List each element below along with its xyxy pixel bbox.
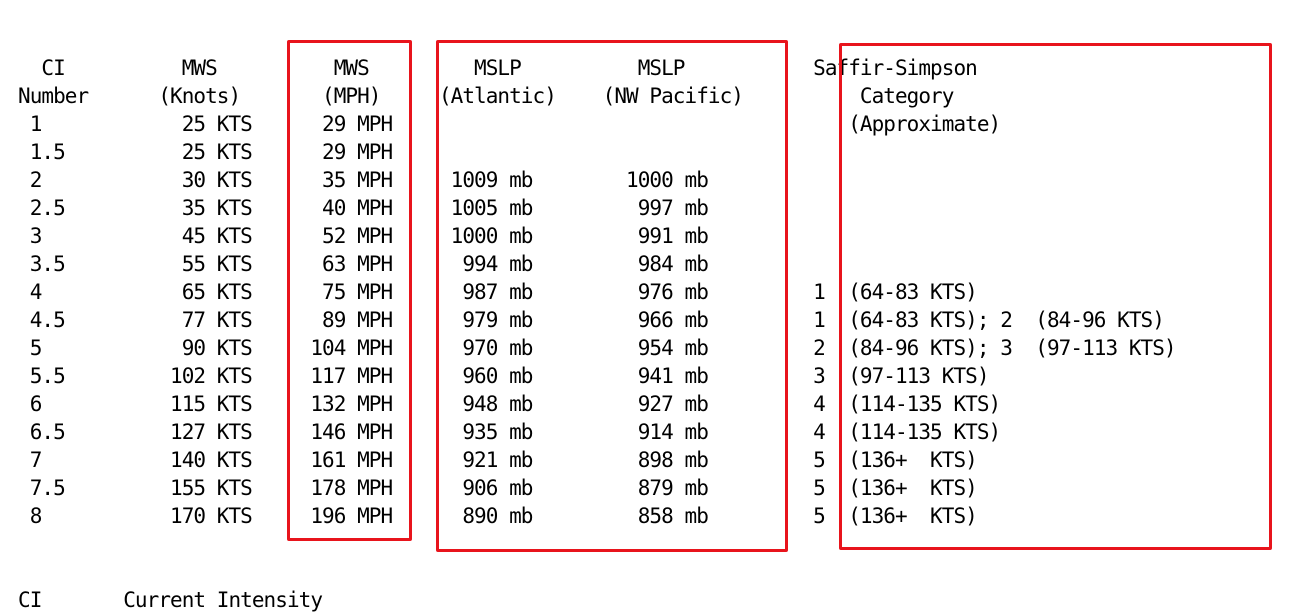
table-row: 2 30 KTS 35 MPH 1009 mb 1000 mb	[18, 168, 709, 192]
footnote-line: CI Current Intensity	[18, 588, 323, 612]
table-row: 7.5 155 KTS 178 MPH 906 mb 879 mb 5 (136…	[18, 476, 978, 500]
table-row: 4 65 KTS 75 MPH 987 mb 976 mb 1 (64-83 K…	[18, 280, 978, 304]
table-row: 3 45 KTS 52 MPH 1000 mb 991 mb	[18, 224, 709, 248]
table-row: 1.5 25 KTS 29 MPH	[18, 140, 393, 164]
table-row: 6.5 127 KTS 146 MPH 935 mb 914 mb 4 (114…	[18, 420, 1001, 444]
mph-column-highlight-box	[287, 40, 412, 541]
table-row: 5.5 102 KTS 117 MPH 960 mb 941 mb 3 (97-…	[18, 364, 990, 388]
table-header-line-1: CI MWS MWS MSLP MSLP Saffir-Simpson	[18, 56, 977, 80]
dvorak-intensity-table: CI MWS MWS MSLP MSLP Saffir-Simpson Numb…	[18, 54, 1177, 530]
table-row: 7 140 KTS 161 MPH 921 mb 898 mb 5 (136+ …	[18, 448, 978, 472]
table-row: 5 90 KTS 104 MPH 970 mb 954 mb 2 (84-96 …	[18, 336, 1177, 360]
table-row: 4.5 77 KTS 89 MPH 979 mb 966 mb 1 (64-83…	[18, 308, 1165, 332]
saffir-simpson-highlight-box	[839, 43, 1272, 550]
table-header-line-2: Number (Knots) (MPH) (Atlantic) (NW Paci…	[18, 84, 954, 108]
table-row: 1 25 KTS 29 MPH (Approximate)	[18, 112, 1001, 136]
table-row: 2.5 35 KTS 40 MPH 1005 mb 997 mb	[18, 196, 709, 220]
table-row: 8 170 KTS 196 MPH 890 mb 858 mb 5 (136+ …	[18, 504, 978, 528]
mslp-columns-highlight-box	[436, 40, 788, 552]
table-row: 3.5 55 KTS 63 MPH 994 mb 984 mb	[18, 252, 709, 276]
table-row: 6 115 KTS 132 MPH 948 mb 927 mb 4 (114-1…	[18, 392, 1001, 416]
